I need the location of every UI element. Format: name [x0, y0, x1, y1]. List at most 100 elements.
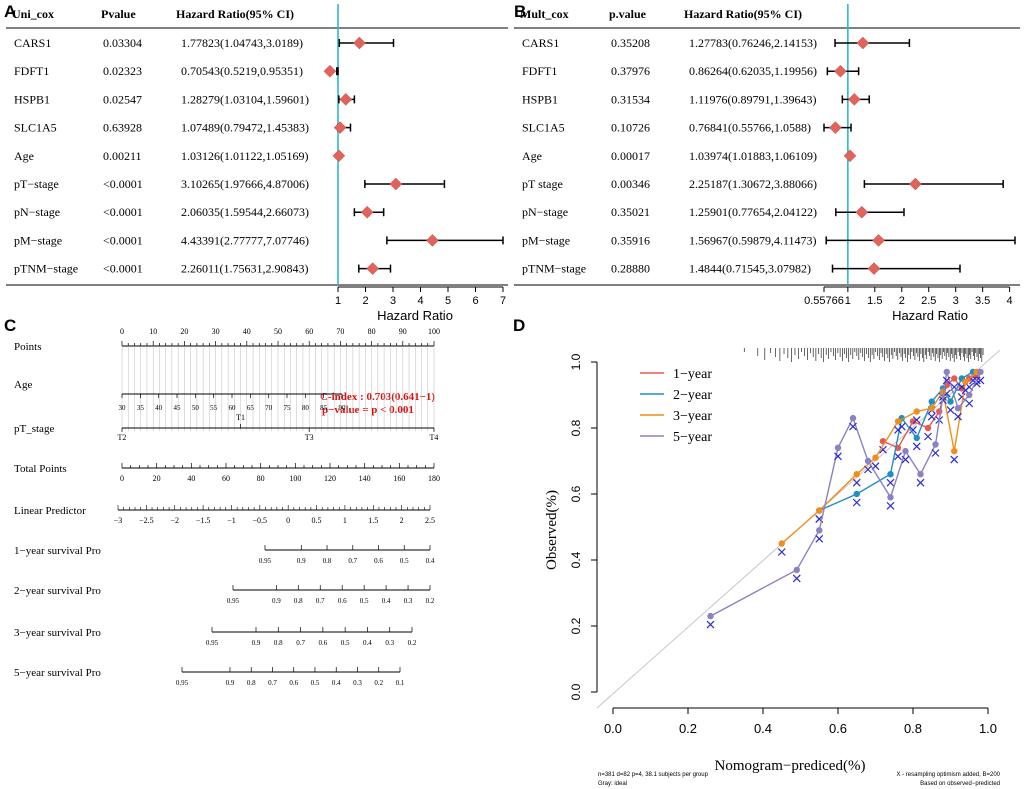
points-tick-label: 70 [336, 327, 344, 336]
survival-tick-label: 0.95 [259, 557, 272, 565]
points-tick-label: 90 [399, 327, 407, 336]
survival-tick-label: 0.9 [297, 557, 306, 565]
resampled-marker [864, 465, 872, 474]
forest-row-hr-text: 1.27783(0.76246,2.14153) [689, 36, 817, 50]
total-points-tick-label: 180 [428, 474, 440, 483]
survival-tick-label: 0.7 [316, 597, 325, 605]
forest-row-label: pT stage [522, 177, 563, 191]
y-tick-label: 0.8 [569, 419, 583, 436]
y-tick-label: 0.6 [569, 485, 583, 502]
nomogram-row-label: Total Points [14, 463, 67, 475]
forest-row-label: pM−stage [14, 233, 62, 247]
survival-tick-label: 0.95 [206, 639, 219, 647]
resampled-marker [852, 478, 861, 487]
hr-point [333, 121, 347, 134]
calibration-point [816, 507, 823, 514]
x-tick-label: 5 [445, 295, 451, 307]
linear-predictor-tick-label: −1 [227, 516, 236, 525]
footnote: n=381 d=82 p=4, 38.1 subjects per group [598, 772, 709, 778]
forest-row-pvalue: 0.37976 [611, 64, 650, 78]
points-tick-label: 60 [305, 327, 313, 336]
pt-stage-tick-label: T2 [118, 433, 127, 442]
linear-predictor-tick-label: −0.5 [253, 516, 268, 525]
calibration-point [977, 368, 984, 376]
survival-tick-label: 0.7 [296, 639, 305, 647]
calibration-point [932, 441, 939, 448]
x-tick-label: 2 [362, 295, 368, 307]
survival-tick-label: 0.6 [318, 639, 327, 647]
resampled-marker [777, 548, 786, 556]
survival-tick-label: 0.3 [404, 597, 413, 605]
linear-predictor-tick-label: 0 [286, 516, 290, 525]
age-tick-label: 50 [192, 404, 200, 412]
calibration-point [913, 408, 920, 415]
age-tick-label: 45 [174, 404, 182, 412]
y-tick-label: 0.2 [569, 617, 583, 634]
x-tick-label: 1 [845, 295, 851, 307]
survival-tick-label: 0.6 [289, 679, 298, 687]
calibration-point [928, 398, 935, 405]
p-value-annotation: p−value = p < 0.001 [322, 404, 414, 416]
survival-tick-label: 0.7 [268, 679, 277, 687]
forest-row-hr-text: 2.26011(1.75631,2.90843) [181, 262, 309, 276]
pt-stage-tick-label: T3 [305, 433, 314, 442]
forest-row-pvalue: 0.35208 [611, 36, 650, 50]
resampled-marker [849, 422, 857, 431]
forest-row-pvalue: 0.35916 [611, 233, 650, 247]
total-points-tick-label: 80 [257, 474, 265, 483]
forest-row-label: CARS1 [14, 36, 51, 50]
survival-tick-label: 0.2 [408, 639, 417, 647]
forest-row-hr-text: 1.07489(0.79472,1.45383) [181, 121, 309, 135]
forest-row-label: FDFT1 [522, 64, 557, 78]
forest-plot-univariate: Uni_cox Pvalue Hazard Ratio(95% CI) CARS1 0.… [6, 4, 508, 323]
panel-label-d: D [513, 316, 525, 335]
calibration-point [928, 405, 935, 412]
nomogram: C-index : 0.703(0.641−1) p−value = p < 0… [14, 327, 440, 687]
resampled-marker [912, 442, 921, 451]
resampled-marker [954, 412, 962, 421]
calibration-point [816, 527, 823, 534]
x-tick-label: 0.6 [829, 721, 847, 736]
resampled-marker [706, 620, 715, 629]
x-tick-label: 2.5 [921, 295, 936, 307]
x-tick-label: 1.0 [979, 721, 997, 736]
x-tick-label: 3 [390, 295, 396, 307]
resampled-marker [976, 376, 985, 385]
hr-point [323, 64, 337, 78]
x-tick-label: 3 [953, 295, 959, 307]
survival-tick-label: 0.7 [348, 557, 357, 565]
calibration-point [947, 398, 954, 405]
forest-row-label: pTNM−stage [14, 262, 78, 276]
forest-header: Pvalue [101, 7, 136, 21]
forest-header: Hazard Ratio(95% CI) [684, 7, 802, 21]
pt-stage-tick-label: T4 [430, 433, 439, 442]
forest-row-hr-text: 0.86264(0.62035,1.19956) [689, 64, 817, 78]
survival-tick-label: 0.5 [360, 597, 369, 605]
resampled-marker [894, 452, 902, 461]
survival-tick-label: 0.2 [374, 679, 383, 687]
forest-row-hr-text: 2.25187(1.30672,3.88066) [689, 177, 817, 191]
forest-row-hr-text: 4.43391(2.77777,7.07746) [181, 233, 309, 247]
total-points-tick-label: 160 [393, 474, 405, 483]
calibration-point [872, 454, 879, 461]
calibration-point [902, 447, 909, 455]
resampled-marker [927, 412, 936, 421]
nomogram-row-label: Age [14, 379, 32, 391]
forest-row-pvalue: 0.28880 [611, 262, 650, 276]
resampled-marker [912, 416, 921, 424]
total-points-tick-label: 60 [222, 474, 230, 483]
calibration-point [887, 471, 894, 478]
calibration-point [853, 471, 860, 478]
x-tick-label: 0.2 [679, 721, 697, 736]
survival-tick-label: 0.4 [332, 679, 341, 687]
forest-row-label: pN−stage [522, 205, 568, 219]
footnote: Gray: ideal [598, 781, 627, 787]
age-tick-label: 30 [119, 404, 127, 412]
survival-tick-label: 0.9 [226, 679, 235, 687]
forest-plot-multivariate: Mult_cox p.value Hazard Ratio(95% CI) CARS1… [514, 4, 1020, 323]
points-tick-label: 100 [428, 327, 440, 336]
calibration-point [849, 414, 857, 422]
survival-tick-label: 0.5 [400, 557, 409, 565]
points-tick-label: 0 [120, 327, 124, 336]
calibration-point [966, 391, 973, 399]
